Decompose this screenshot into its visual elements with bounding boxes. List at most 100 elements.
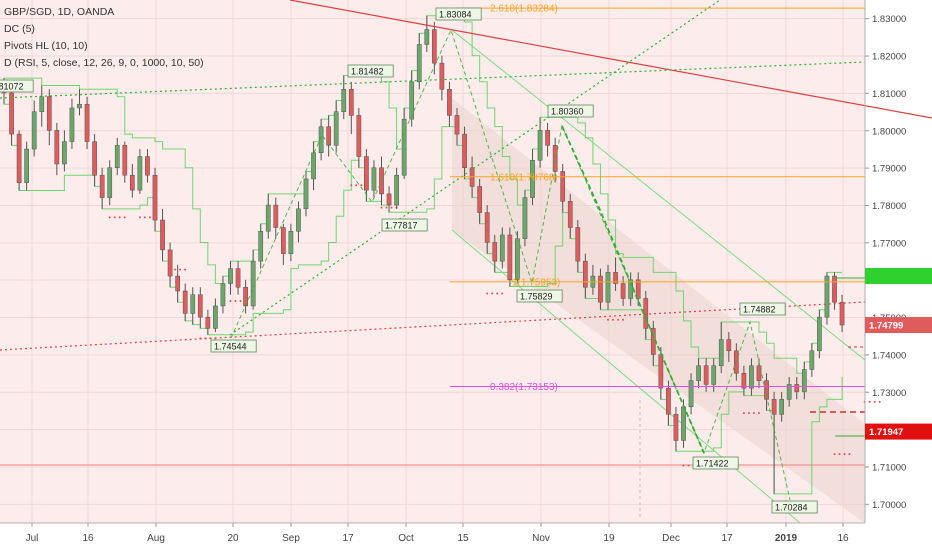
stop-dot xyxy=(148,216,151,219)
candle xyxy=(741,365,747,396)
stop-dot xyxy=(747,412,750,415)
plot-area[interactable] xyxy=(0,0,865,523)
candle xyxy=(205,309,211,335)
x-tick-label: Aug xyxy=(147,533,165,544)
candle xyxy=(69,98,75,150)
x-tick-label: Oct xyxy=(398,533,414,544)
candle xyxy=(190,287,196,325)
stop-dot xyxy=(868,400,871,403)
candle xyxy=(341,75,347,120)
candle xyxy=(296,201,301,243)
stop-dot xyxy=(622,318,624,321)
candle xyxy=(567,193,573,239)
candle xyxy=(696,358,701,389)
candle xyxy=(394,167,399,209)
candle xyxy=(31,100,37,157)
x-tick-label: Jul xyxy=(26,533,39,544)
svg-text:1.74882: 1.74882 xyxy=(743,305,776,315)
svg-text:1.81482: 1.81482 xyxy=(351,67,384,77)
candle xyxy=(484,205,490,254)
candle xyxy=(288,223,294,262)
y-tick-label: 1.81000 xyxy=(872,89,906,100)
candle xyxy=(477,178,482,224)
candle xyxy=(371,160,377,198)
candle xyxy=(401,107,407,179)
legend-indicator-pivots[interactable]: Pivots HL (10, 10) xyxy=(4,40,88,52)
x-axis[interactable]: Jul 16 Aug 20 Sep 17 Oct 15 Nov 19 Dec 17 2019 16 xyxy=(26,523,849,544)
candle xyxy=(537,117,543,168)
stop-dot xyxy=(742,412,745,415)
x-tick-label: Nov xyxy=(532,533,550,544)
candle xyxy=(817,309,822,359)
pivot-label: 1.81072 xyxy=(0,79,34,93)
candle xyxy=(318,119,324,161)
legend-indicator-dc[interactable]: DC (5) xyxy=(4,23,35,35)
price-tag-lower: 1.71947 xyxy=(865,423,932,440)
stop-dot xyxy=(501,292,504,295)
y-tick-label: 1.73000 xyxy=(872,388,906,399)
candle xyxy=(333,100,339,153)
candle xyxy=(688,373,694,415)
stop-dot xyxy=(617,318,619,321)
candle xyxy=(801,361,807,400)
stop-dot xyxy=(229,300,232,303)
candle xyxy=(92,134,97,187)
candle xyxy=(228,261,233,295)
svg-text:1.81072: 1.81072 xyxy=(0,82,24,92)
stop-dot xyxy=(108,216,111,219)
price-tag-upper: 1.76112 xyxy=(865,267,932,284)
y-tick-label: 1.71000 xyxy=(872,462,906,473)
trendline-layer xyxy=(0,0,932,520)
stop-dot xyxy=(682,464,685,467)
stop-dot xyxy=(757,412,760,415)
candle xyxy=(439,55,445,101)
stop-dot xyxy=(143,216,146,219)
stop-dot xyxy=(234,300,237,303)
candle xyxy=(598,268,603,310)
candle xyxy=(560,163,566,213)
candle xyxy=(447,81,452,127)
candle xyxy=(749,358,754,396)
candle xyxy=(182,283,188,321)
fib-swing xyxy=(561,125,705,454)
candle xyxy=(258,223,264,269)
x-tick-label: 17 xyxy=(721,533,733,544)
candle xyxy=(718,322,724,374)
price-tag-current: 1.74799 xyxy=(865,317,932,334)
stop-dot xyxy=(360,184,363,187)
candle xyxy=(809,343,815,377)
stop-dot xyxy=(350,184,353,187)
donchian-upper xyxy=(4,15,843,374)
stop-dot xyxy=(118,216,121,219)
legend-symbol[interactable]: GBP/SGD, 1D, OANDA xyxy=(4,6,115,18)
stop-dot xyxy=(174,268,177,271)
donchian-lower xyxy=(4,103,843,495)
stop-dot xyxy=(355,184,358,187)
stop-dot xyxy=(138,216,141,219)
pivot-label: 1.74544 xyxy=(210,339,257,353)
stop-dot xyxy=(184,268,187,271)
candle xyxy=(145,149,150,183)
stop-dot xyxy=(179,268,182,271)
stop-dot xyxy=(848,453,851,456)
candle xyxy=(311,141,316,191)
stop-dot xyxy=(838,453,841,456)
legend-indicator-d[interactable]: D (RSI, 5, close, 12, 26, 9, 0, 1000, 10… xyxy=(4,57,204,69)
candle xyxy=(348,81,354,135)
svg-text:1.83084: 1.83084 xyxy=(439,10,472,20)
candle xyxy=(77,89,82,116)
x-tick-label: 16 xyxy=(837,533,849,544)
stop-dot xyxy=(390,206,393,209)
fib-label: 1.618(1.78768) xyxy=(490,172,558,183)
candle xyxy=(152,167,158,232)
x-tick-label: 19 xyxy=(603,533,615,544)
candle xyxy=(9,89,14,146)
stop-dot xyxy=(687,464,690,467)
regression-channel xyxy=(452,98,865,523)
candle xyxy=(107,160,113,206)
stop-dot xyxy=(380,206,383,209)
fib-levels: 2.618(1.83284) 1.618(1.78768) 1(1.75953) 0.… xyxy=(450,4,865,393)
candle xyxy=(175,264,181,303)
stop-dot xyxy=(491,292,494,295)
